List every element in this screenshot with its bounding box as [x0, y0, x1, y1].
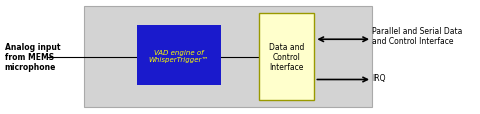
Text: Analog input
from MEMS
microphone: Analog input from MEMS microphone — [5, 42, 60, 72]
Bar — [137, 26, 221, 86]
Text: Data and
Control
Interface: Data and Control Interface — [269, 42, 304, 72]
Text: VAD engine of
WhisperTrigger™: VAD engine of WhisperTrigger™ — [149, 49, 209, 62]
Bar — [84, 7, 372, 107]
Bar — [259, 14, 314, 100]
Text: IRQ: IRQ — [372, 73, 385, 82]
Text: Parallel and Serial Data
and Control Interface: Parallel and Serial Data and Control Int… — [372, 27, 462, 46]
